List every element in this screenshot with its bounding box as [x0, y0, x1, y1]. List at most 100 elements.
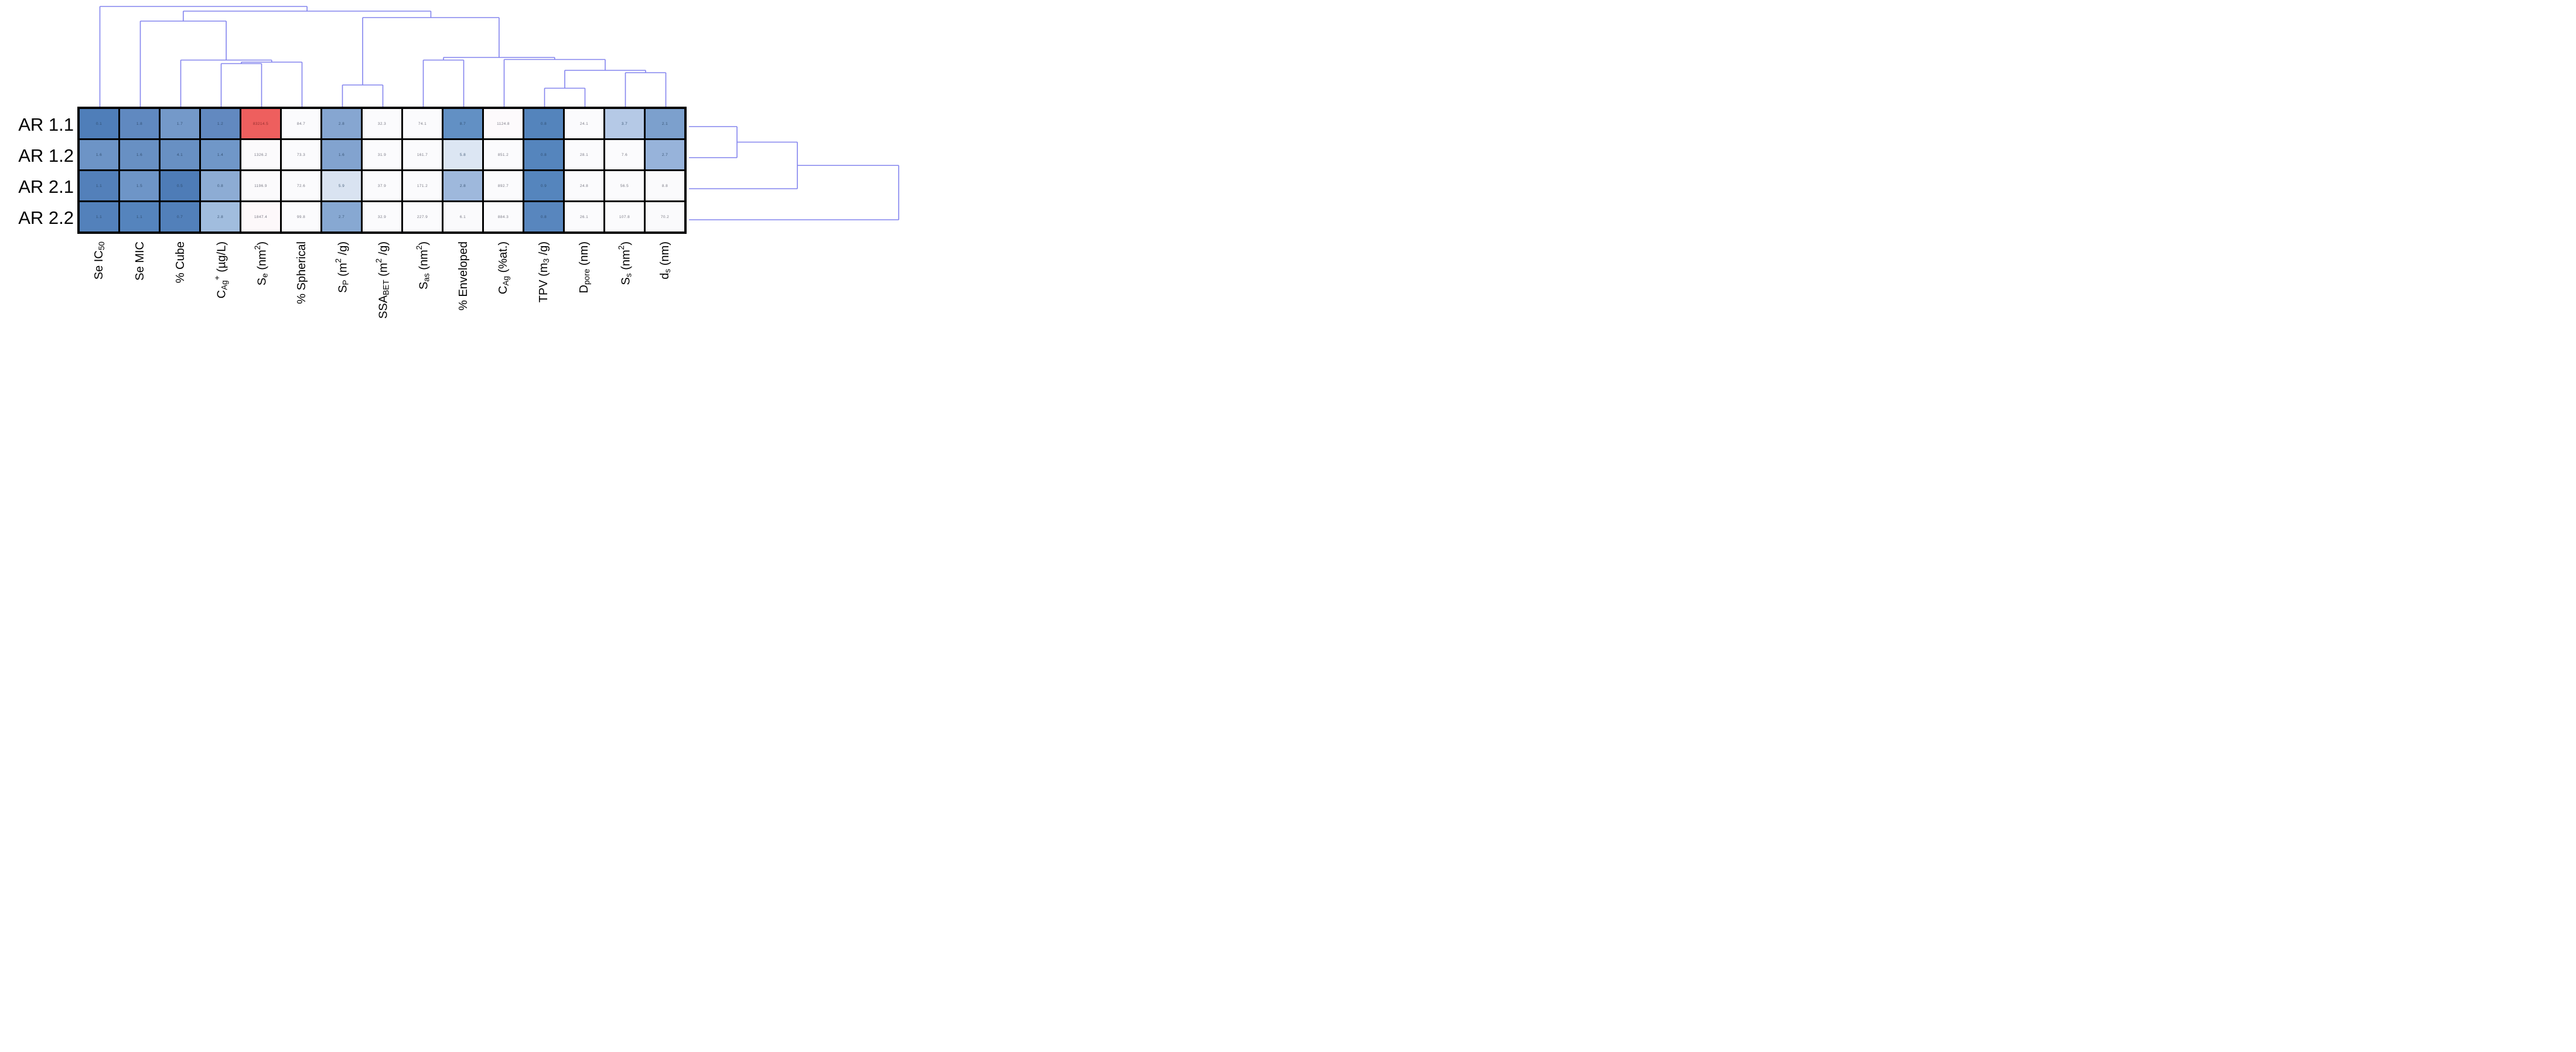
heatmap-cell: 1326.2	[241, 140, 280, 169]
cell-value: 6.1	[459, 215, 466, 219]
heatmap-cell: 32.9	[363, 202, 401, 231]
heatmap-cell: 851.2	[484, 140, 523, 169]
heatmap-cell: 1.7	[161, 109, 199, 138]
cell-value: 227.9	[417, 215, 428, 219]
col-labels: Se IC50 Se MIC % Cube CAg+ (µg/L) Se (nm2) % …	[80, 241, 686, 319]
column-label: SSABET (m2 /g)	[374, 241, 391, 319]
heatmap-cell: 1.1	[120, 202, 159, 231]
heatmap-cell: 5.9	[322, 171, 361, 200]
cell-value: 2.1	[661, 121, 668, 126]
cell-value: 8.8	[661, 183, 668, 188]
cell-value: 83214.5	[253, 121, 269, 126]
column-label: Se (nm2)	[253, 241, 269, 286]
column-label-slot: SP (m2 /g)	[322, 241, 363, 319]
column-label-slot: Se IC50	[80, 241, 120, 319]
cell-value: 8.7	[459, 121, 466, 126]
cell-value: 1.8	[136, 121, 143, 126]
column-label: CAg+ (µg/L)	[213, 241, 229, 299]
cell-value: 32.9	[377, 215, 387, 219]
cell-value: 1.1	[95, 215, 103, 219]
column-label-slot: Se MIC	[120, 241, 161, 319]
heatmap-cell: 2.7	[646, 140, 684, 169]
column-label-slot: % Enveloped	[443, 241, 484, 319]
column-label: % Cube	[174, 241, 187, 284]
cell-value: 0.8	[540, 215, 547, 219]
cell-value: 2.8	[217, 215, 224, 219]
cell-value: 2.8	[338, 121, 345, 126]
heatmap-cell: 31.9	[363, 140, 401, 169]
column-label: Ss (nm2)	[617, 241, 633, 285]
cell-value: 72.6	[296, 183, 306, 188]
cell-value: 24.1	[579, 121, 589, 126]
heatmap-cell: 2.7	[322, 202, 361, 231]
column-label: Sas (nm2)	[415, 241, 431, 290]
cell-value: 0.7	[176, 215, 183, 219]
heatmap-cell: 1.1	[80, 171, 118, 200]
column-label-slot: Se (nm2)	[241, 241, 282, 319]
heatmap-cell: 892.7	[484, 171, 523, 200]
heatmap-cell: 0.5	[161, 171, 199, 200]
column-label-slot: ds (nm)	[646, 241, 686, 319]
cell-value: 4.1	[176, 152, 183, 157]
column-label-slot: % Spherical	[282, 241, 322, 319]
clustermap-figure: AR 1.1 AR 1.2 AR 2.1 AR 2.2 0.1 1.8 1.7 1.2 832…	[0, 0, 902, 368]
column-label: % Spherical	[295, 241, 308, 304]
heatmap-cell: 8.8	[646, 171, 684, 200]
cell-value: 1196.9	[254, 183, 267, 188]
heatmap-cell: 884.3	[484, 202, 523, 231]
cell-value: 0.1	[95, 121, 103, 126]
cell-value: 26.1	[579, 215, 589, 219]
row-label: AR 1.1	[18, 114, 74, 135]
heatmap-cell: 1.1	[80, 202, 118, 231]
heatmap-cell: 107.8	[605, 202, 644, 231]
dendrogram-svg	[99, 6, 899, 220]
heatmap-cell: 24.1	[565, 109, 603, 138]
cell-value: 2.8	[459, 183, 466, 188]
cell-value: 3.7	[621, 121, 628, 126]
row-label: AR 1.2	[18, 145, 74, 166]
heatmap-cell: 70.2	[646, 202, 684, 231]
cell-value: 1124.8	[497, 121, 510, 126]
cell-value: 0.5	[176, 183, 183, 188]
cell-value: 884.3	[497, 215, 509, 219]
cell-value: 161.7	[417, 152, 428, 157]
cell-value: 171.2	[417, 183, 428, 188]
heatmap-cell: 161.7	[403, 140, 442, 169]
heatmap-cell: 26.1	[565, 202, 603, 231]
column-label: CAg (%at.)	[497, 241, 511, 294]
cell-value: 2.7	[661, 152, 668, 157]
cell-value: 851.2	[497, 152, 509, 157]
heatmap-cell: 74.1	[403, 109, 442, 138]
heatmap-cell: 1.6	[322, 140, 361, 169]
cell-value: 73.3	[296, 152, 306, 157]
heatmap-cell: 56.5	[605, 171, 644, 200]
cell-value: 2.7	[338, 215, 345, 219]
heatmap-cell: 28.1	[565, 140, 603, 169]
column-label-slot: % Cube	[161, 241, 201, 319]
heatmap-cell: 0.1	[80, 109, 118, 138]
heatmap-cell: 6.1	[443, 202, 482, 231]
column-label: SP (m2 /g)	[334, 241, 350, 293]
heatmap-cell: 1124.8	[484, 109, 523, 138]
row-labels: AR 1.1 AR 1.2 AR 2.1 AR 2.2	[0, 109, 74, 236]
heatmap-cell: 1196.9	[241, 171, 280, 200]
cell-value: 37.9	[377, 183, 387, 188]
heatmap-cell: 4.1	[161, 140, 199, 169]
heatmap-cell: 2.1	[646, 109, 684, 138]
column-label: TPV (m3 /g)	[537, 241, 551, 303]
heatmap-cell: 37.9	[363, 171, 401, 200]
cell-value: 1.1	[95, 183, 103, 188]
heatmap-cell: 0.8	[524, 202, 563, 231]
cell-value: 99.8	[296, 215, 306, 219]
cell-value: 24.8	[579, 183, 589, 188]
heatmap-cell: 83214.5	[241, 109, 280, 138]
cell-value: 5.9	[338, 183, 345, 188]
cell-value: 1.1	[136, 215, 143, 219]
column-label-slot: Dpore (nm)	[565, 241, 605, 319]
heatmap-cell: 2.8	[322, 109, 361, 138]
heatmap: 0.1 1.8 1.7 1.2 83214.5 84.7 2.8 32.3 74.1 8.7 112…	[77, 107, 687, 234]
heatmap-cell: 24.8	[565, 171, 603, 200]
cell-value: 1326.2	[254, 152, 268, 157]
cell-value: 32.3	[377, 121, 387, 126]
heatmap-cell: 1.5	[120, 171, 159, 200]
